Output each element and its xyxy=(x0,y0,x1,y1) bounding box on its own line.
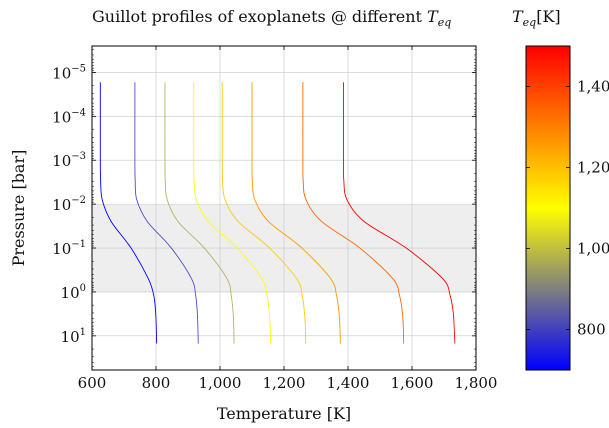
y-axis-label: Pressure [bar] xyxy=(9,150,28,267)
series-line-teq-1347 xyxy=(302,82,405,344)
y-tick-label: 10−5 xyxy=(52,63,86,82)
x-axis-label: Temperature [K] xyxy=(217,404,351,423)
x-tick-label: 1,800 xyxy=(455,374,498,392)
x-tick-label: 600 xyxy=(78,374,107,392)
y-tick-label: 10−2 xyxy=(52,195,86,214)
x-tick-label: 800 xyxy=(142,374,171,392)
x-tick-label: 1,000 xyxy=(199,374,242,392)
y-tick-label: 10−4 xyxy=(52,107,86,126)
series-line-teq-1201 xyxy=(251,82,341,344)
series-line-teq-1001 xyxy=(193,82,272,344)
x-tick-label: 1,600 xyxy=(391,374,434,392)
x-tick-label: 1,200 xyxy=(263,374,306,392)
y-tick-label: 10−1 xyxy=(52,239,86,258)
chart-title: Guillot profiles of exoplanets @ differe… xyxy=(92,7,451,29)
series-line-teq-700 xyxy=(99,82,158,344)
series-line-teq-812 xyxy=(134,82,199,344)
colorbar xyxy=(525,45,571,371)
y-ticks: 10−5 10−4 10−3 10−2 10−1 100 101 xyxy=(52,49,476,371)
series-line-teq-1500 xyxy=(343,82,456,344)
colorbar-tick-label: 1,000 xyxy=(577,240,609,258)
colorbar-ticks: 800 1,000 1,200 1,400 xyxy=(526,78,609,339)
colorbar-tick-label: 1,400 xyxy=(577,78,609,96)
series-line-teq-911 xyxy=(164,82,235,344)
series-line-teq-1110 xyxy=(221,82,307,344)
y-tick-label: 10−3 xyxy=(52,151,86,170)
x-ticks: 600 800 1,000 1,200 1,400 1,600 1,800 xyxy=(78,46,498,392)
y-tick-label: 101 xyxy=(61,327,86,346)
x-tick-label: 1,400 xyxy=(327,374,370,392)
colorbar-tick-label: 1,200 xyxy=(577,159,609,177)
grid-layer xyxy=(91,46,477,370)
colorbar-label: Teq[K] xyxy=(512,7,561,29)
series-layer xyxy=(99,82,456,344)
colorbar-tick-label: 800 xyxy=(577,321,606,339)
y-tick-label: 100 xyxy=(61,283,86,302)
